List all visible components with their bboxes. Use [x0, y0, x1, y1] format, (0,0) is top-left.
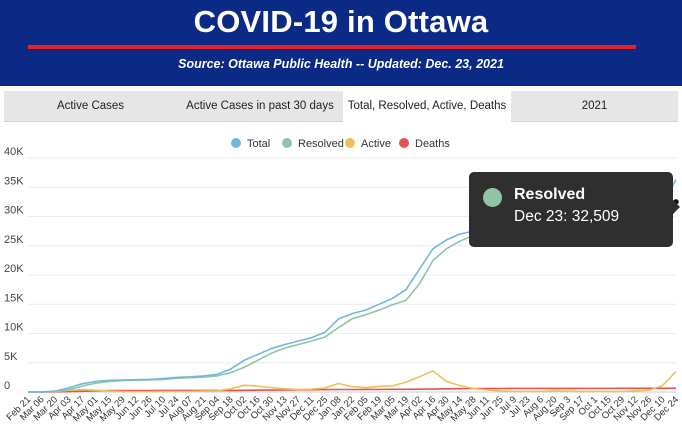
chart-legend: Total Resolved Active Deaths	[231, 138, 450, 150]
legend-item-active[interactable]: Active	[345, 138, 391, 150]
tab-total-resolved-active-deaths[interactable]: Total, Resolved, Active, Deaths	[343, 91, 511, 122]
page-title: COVID-19 in Ottawa	[193, 4, 489, 39]
y-tick-label: 40K	[4, 146, 24, 158]
legend-swatch	[399, 138, 409, 148]
legend-swatch	[231, 138, 241, 148]
y-tick-label: 35K	[4, 175, 24, 187]
legend-label: Resolved	[298, 138, 344, 150]
y-tick-label: 0	[4, 380, 10, 392]
tooltip-series-name: Resolved	[514, 186, 586, 203]
tooltip-value: Dec 23: 32,509	[514, 208, 620, 225]
legend-item-resolved[interactable]: Resolved	[282, 138, 344, 150]
legend-label: Active	[361, 138, 391, 150]
legend-swatch	[282, 138, 292, 148]
source-line: Source: Ottawa Public Health -- Updated:…	[178, 57, 504, 71]
title-underline	[28, 45, 636, 49]
header-banner: COVID-19 in Ottawa Source: Ottawa Public…	[0, 0, 682, 86]
y-tick-label: 30K	[4, 205, 24, 217]
y-tick-label: 10K	[4, 322, 24, 334]
chart-tooltip: Resolved Dec 23: 32,509	[469, 172, 680, 247]
legend-item-deaths[interactable]: Deaths	[399, 138, 450, 150]
legend-label: Deaths	[415, 138, 450, 150]
tab-active-cases[interactable]: Active Cases	[56, 100, 125, 112]
chart-gridlines	[28, 157, 676, 393]
legend-label: Total	[247, 138, 270, 150]
legend-item-total[interactable]: Total	[231, 138, 270, 150]
y-tick-label: 15K	[4, 292, 24, 304]
tab-bar: Active Cases Active Cases in past 30 day…	[4, 91, 678, 122]
tab-2021[interactable]: 2021	[581, 100, 608, 112]
line-chart: Total Resolved Active Deaths 0 5K 10K 15K 20K 25…	[4, 138, 681, 424]
series-line-active[interactable]	[28, 370, 677, 393]
tooltip-pointer	[673, 200, 680, 214]
tab-active-cases-30-days[interactable]: Active Cases in past 30 days	[186, 100, 334, 112]
y-tick-label: 20K	[4, 263, 24, 275]
y-axis: 0 5K 10K 15K 20K 25K 30K 35K 40K	[4, 146, 24, 392]
tooltip-series-dot	[483, 188, 502, 207]
y-tick-label: 25K	[4, 234, 24, 246]
y-tick-label: 5K	[4, 351, 18, 363]
series-line-deaths[interactable]	[28, 387, 676, 393]
legend-swatch	[345, 138, 355, 148]
